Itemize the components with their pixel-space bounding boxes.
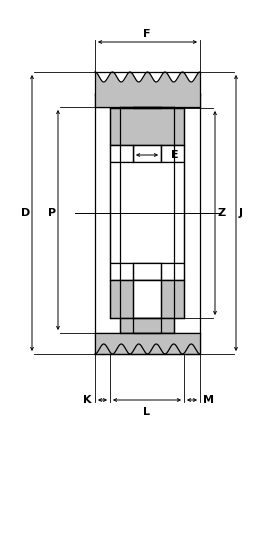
Bar <box>120 318 174 333</box>
Text: L: L <box>144 407 150 417</box>
Bar <box>133 280 161 318</box>
Text: F: F <box>143 29 151 39</box>
Bar <box>110 162 184 263</box>
Text: Z: Z <box>218 208 226 218</box>
Bar <box>95 333 200 354</box>
Text: D: D <box>21 208 30 218</box>
Bar <box>110 145 133 162</box>
Bar <box>95 93 200 107</box>
Text: J: J <box>239 208 243 218</box>
Text: E: E <box>171 150 179 160</box>
Bar <box>133 263 161 280</box>
Bar <box>120 107 174 108</box>
Bar <box>133 145 161 162</box>
Text: K: K <box>83 395 92 405</box>
Bar <box>161 145 184 162</box>
Text: P: P <box>48 208 56 218</box>
Bar <box>95 93 200 96</box>
Text: M: M <box>203 395 214 405</box>
Bar <box>133 318 161 333</box>
Bar <box>133 107 161 108</box>
Bar <box>110 263 184 280</box>
Bar <box>110 280 184 318</box>
Bar <box>110 108 184 145</box>
